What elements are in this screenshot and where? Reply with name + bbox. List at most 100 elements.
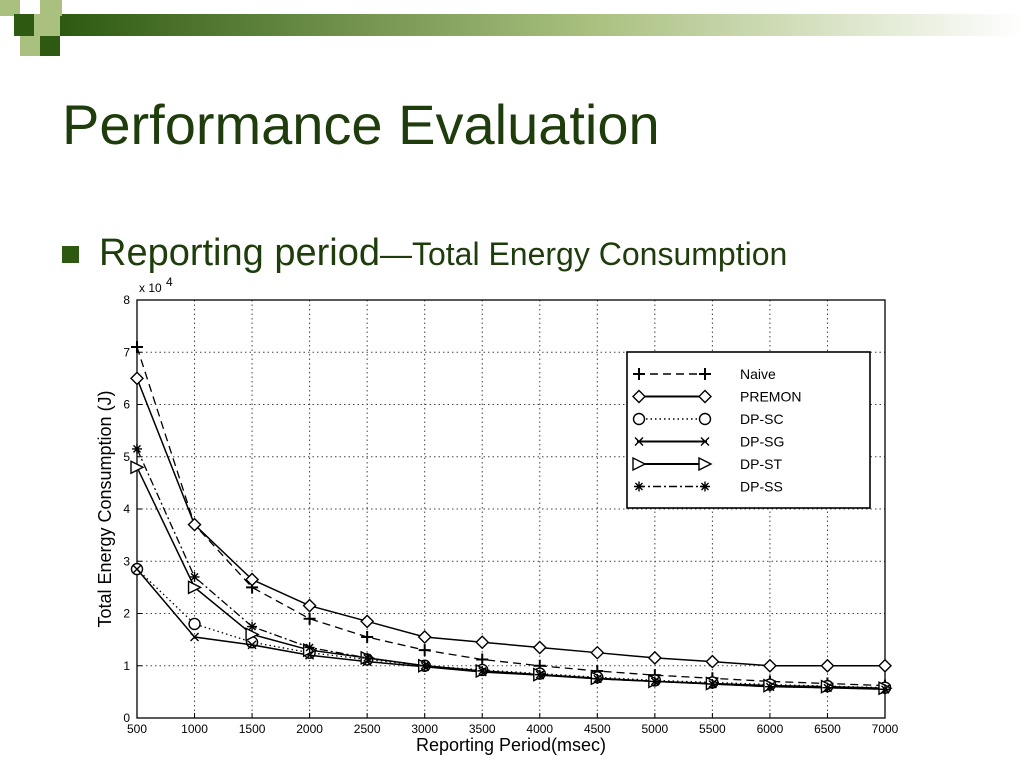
legend-entry: DP-ST — [632, 456, 782, 472]
legend-entry: DP-SG — [634, 434, 784, 450]
y-tick-label: 4 — [123, 502, 130, 516]
x-tick-label: 2500 — [354, 722, 381, 736]
y-exponent-label: 4 — [166, 275, 173, 289]
decor-gradient-bar — [60, 14, 1024, 36]
y-tick-label: 6 — [123, 398, 130, 412]
data-point-star — [477, 665, 488, 676]
series-dp-ss — [132, 443, 890, 695]
data-point-x — [247, 640, 257, 650]
axes: 500 1000 1500 2000 2500 3000 3500 4000 4500 5000 5… — [95, 275, 899, 755]
y-tick-label: 5 — [123, 450, 130, 464]
data-point-star — [764, 681, 775, 692]
data-point-diamond — [878, 658, 892, 673]
x-axis-label: Reporting Period(msec) — [416, 735, 606, 755]
data-point-star — [534, 669, 545, 680]
data-point-diamond — [302, 598, 317, 613]
data-point-triangle — [632, 456, 647, 472]
data-point-plus — [633, 368, 645, 380]
data-point-star — [880, 684, 890, 695]
data-point-plus — [418, 644, 431, 657]
x-tick-label: 5000 — [641, 722, 668, 736]
data-point-diamond — [705, 654, 720, 669]
y-axis-label: Total Energy Consumption (J) — [95, 390, 115, 627]
bullet-main-text: Reporting period — [99, 232, 380, 274]
y-tick-label: 3 — [123, 554, 130, 568]
decor-square — [14, 14, 34, 36]
x-tick-label: 6000 — [757, 722, 784, 736]
legend: Naive PREMON DP-SC DP-SG DP-ST DP-SS — [626, 351, 871, 509]
data-point-star — [649, 676, 660, 687]
data-point-diamond — [130, 371, 144, 386]
data-point-triangle — [698, 456, 713, 472]
data-point-diamond — [360, 614, 375, 629]
data-point-plus — [131, 341, 143, 354]
legend-label: Naive — [740, 366, 776, 382]
data-point-diamond — [632, 389, 646, 404]
decor-square — [34, 14, 60, 36]
data-point-triangle — [187, 580, 203, 595]
data-point-diamond — [532, 640, 547, 655]
data-point-triangle — [130, 460, 145, 475]
data-point-plus — [476, 653, 489, 666]
x-tick-label: 1500 — [239, 722, 266, 736]
data-point-star — [189, 571, 200, 582]
data-point-star — [132, 443, 142, 454]
data-point-star — [822, 682, 833, 693]
x-tick-label: 4500 — [584, 722, 611, 736]
x-tick-label: 4000 — [526, 722, 553, 736]
legend-entry: DP-SC — [632, 411, 784, 427]
legend-label: DP-SG — [740, 434, 784, 450]
grid — [137, 300, 885, 718]
data-point-star — [304, 642, 315, 653]
bullet-sub-text: Total Energy Consumption — [411, 236, 788, 272]
x-tick-label: 5500 — [699, 722, 726, 736]
data-point-star — [634, 481, 644, 492]
data-point-plus — [361, 631, 374, 644]
x-tick-label: 3500 — [469, 722, 496, 736]
data-point-diamond — [820, 658, 835, 673]
x-tick-label: 1000 — [181, 722, 208, 736]
page-title: Performance Evaluation — [62, 93, 660, 156]
data-point-star — [707, 679, 718, 690]
legend-label: DP-ST — [740, 456, 782, 472]
data-point-diamond — [698, 389, 712, 404]
series-line-dp-ss — [136, 448, 886, 690]
x-tick-label: 3000 — [411, 722, 438, 736]
y-tick-label: 0 — [123, 711, 130, 725]
data-point-circle — [188, 617, 201, 631]
x-tick-label: 7000 — [872, 722, 899, 736]
data-point-star — [419, 660, 430, 671]
data-point-circle — [632, 412, 646, 426]
data-point-diamond — [245, 572, 260, 587]
x-tick-label: 500 — [127, 722, 147, 736]
decor-square — [20, 36, 40, 56]
data-point-diamond — [417, 630, 432, 645]
data-point-x — [190, 632, 200, 642]
y-tick-label: 8 — [123, 293, 130, 307]
title-decoration — [0, 0, 1024, 56]
bullet-item: Reporting period — Total Energy Consumpt… — [62, 232, 787, 282]
data-point-diamond — [762, 658, 777, 673]
data-point-x — [132, 564, 142, 574]
series-line-naive — [136, 346, 886, 687]
series-line-dp-sc — [136, 568, 886, 689]
legend-box — [626, 351, 871, 509]
data-point-x — [700, 437, 710, 446]
data-point-star — [362, 652, 373, 663]
data-point-star — [700, 481, 710, 492]
data-point-plus — [699, 368, 711, 380]
legend-entry: PREMON — [632, 389, 801, 405]
decor-square — [40, 0, 62, 16]
legend-label: PREMON — [740, 389, 801, 405]
y-multiplier-label: x 10 — [139, 281, 162, 295]
y-tick-label: 1 — [123, 659, 130, 673]
decor-square — [0, 0, 20, 16]
data-point-circle — [698, 412, 712, 426]
decor-square — [40, 36, 60, 56]
data-point-star — [592, 673, 603, 684]
data-point-diamond — [475, 635, 490, 650]
bullet-dash: — — [379, 236, 412, 272]
data-point-star — [247, 621, 258, 632]
legend-entry: Naive — [633, 366, 776, 382]
